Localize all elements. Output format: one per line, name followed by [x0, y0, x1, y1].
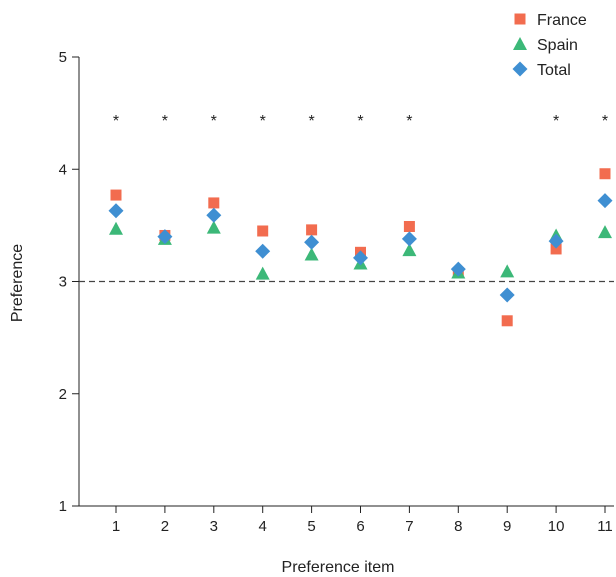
x-tick-label: 7: [405, 518, 413, 535]
x-tick-label: 10: [548, 518, 565, 535]
data-marks: [108, 168, 613, 327]
france-point: [257, 225, 269, 237]
spain-point: [206, 220, 221, 234]
legend: France Spain Total: [512, 12, 587, 79]
significance-asterisk: *: [602, 113, 608, 130]
spain-point: [402, 243, 417, 257]
significance-asterisk: *: [553, 113, 559, 130]
france-point: [110, 189, 122, 201]
significance-asterisk: *: [162, 113, 168, 130]
france-point: [599, 168, 611, 180]
spain-point: [500, 264, 515, 278]
legend-label-spain: Spain: [537, 37, 578, 54]
x-axis-title: Preference item: [282, 559, 395, 576]
legend-label-total: Total: [537, 62, 571, 79]
significance-asterisk: *: [308, 113, 314, 130]
legend-marker-france: [514, 13, 526, 25]
france-point: [550, 243, 562, 255]
x-tick-label: 1: [112, 518, 120, 535]
total-point: [353, 250, 368, 266]
y-tick-label: 3: [59, 274, 67, 291]
legend-marker-total: [512, 61, 528, 77]
x-tick-label: 6: [356, 518, 364, 535]
total-point: [255, 243, 271, 259]
x-tick-label: 9: [503, 518, 511, 535]
france-point: [501, 315, 513, 327]
legend-label-france: France: [537, 12, 587, 29]
total-point: [401, 231, 417, 247]
total-point: [597, 193, 613, 209]
significance-asterisk: *: [357, 113, 363, 130]
significance-asterisk: *: [113, 113, 119, 130]
total-point: [108, 203, 124, 219]
total-point: [157, 229, 173, 245]
x-tick-label: 4: [259, 518, 267, 535]
axes: 1 2 3 4 5 1 2 3 4 5 6 7 8 9 10 11: [59, 49, 614, 535]
y-axis-title: Preference: [9, 244, 26, 322]
significance-markers: * * * * * * * * *: [113, 113, 608, 130]
total-point: [548, 233, 564, 249]
y-tick-label: 2: [59, 386, 67, 403]
spain-point: [304, 247, 319, 261]
y-tick-label: 4: [59, 161, 67, 178]
total-point: [450, 261, 466, 277]
total-point: [499, 287, 515, 303]
total-point: [206, 207, 222, 223]
series-total: [108, 193, 613, 303]
significance-asterisk: *: [260, 113, 266, 130]
x-tick-label: 3: [210, 518, 218, 535]
x-tick-label: 11: [597, 518, 613, 535]
spain-point: [109, 221, 123, 235]
france-point: [306, 224, 318, 236]
france-point: [208, 197, 220, 209]
y-tick-label: 5: [59, 49, 67, 66]
spain-point: [255, 266, 270, 280]
significance-asterisk: *: [211, 113, 217, 130]
series-france: [110, 168, 611, 327]
x-tick-label: 2: [161, 518, 169, 535]
significance-asterisk: *: [406, 113, 412, 130]
legend-marker-spain: [513, 37, 527, 50]
x-tick-label: 5: [307, 518, 315, 535]
spain-point: [598, 225, 612, 239]
total-point: [304, 234, 320, 250]
y-tick-label: 1: [59, 498, 67, 515]
france-point: [403, 220, 415, 232]
x-tick-label: 8: [454, 518, 462, 535]
